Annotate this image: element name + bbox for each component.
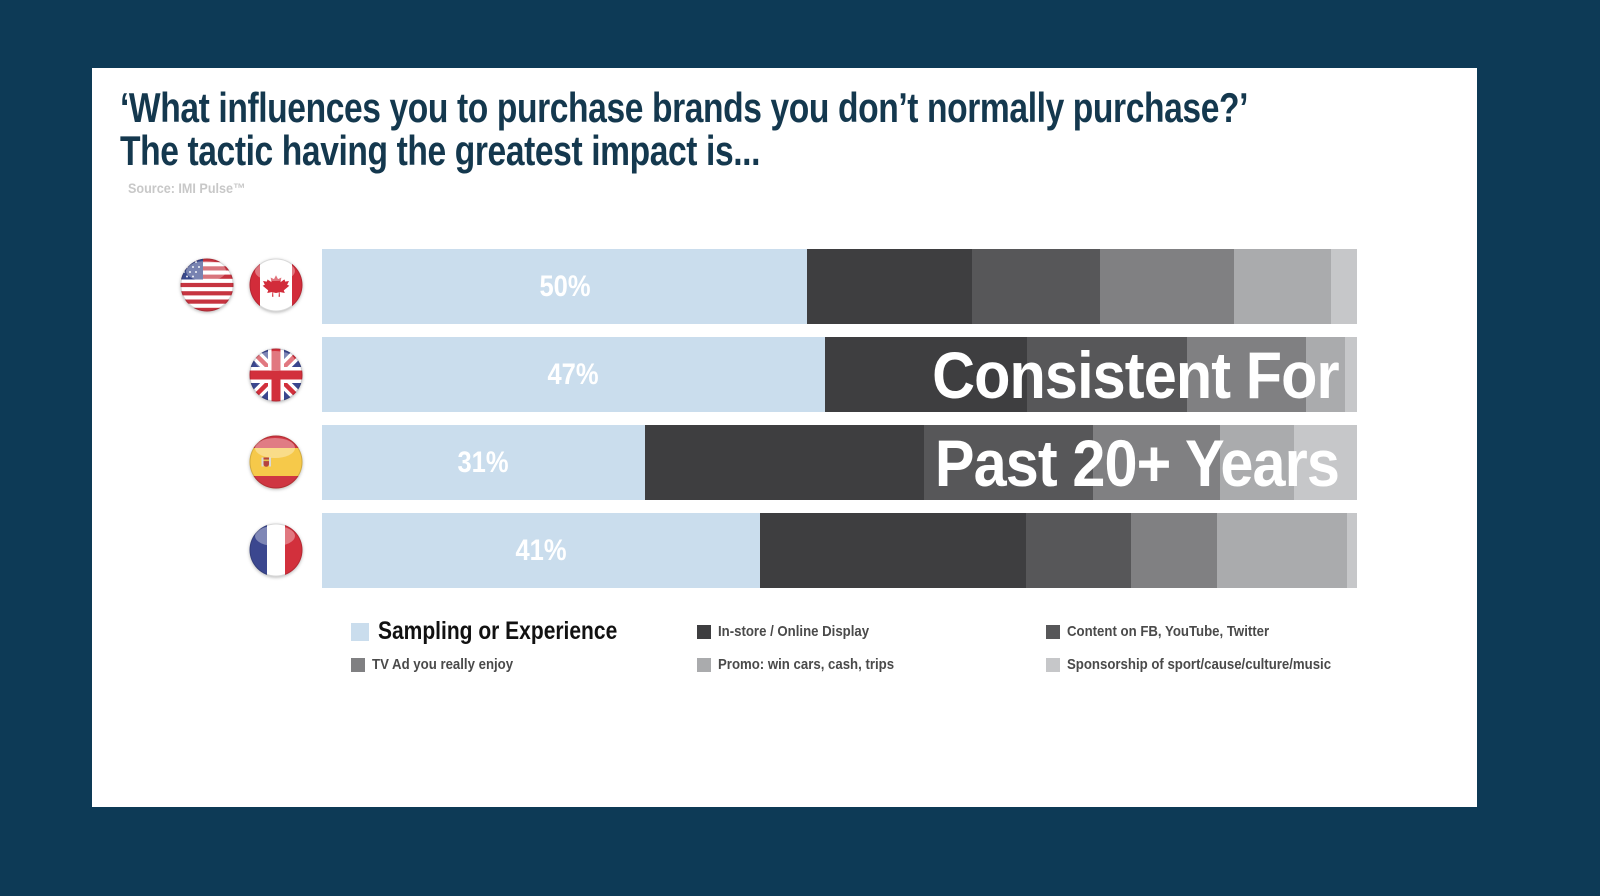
legend-item-promo: Promo: win cars, cash, trips <box>697 656 1046 673</box>
bar-segment: 47% <box>322 337 825 412</box>
legend-item-sampling-or-experience: Sampling or Experience <box>351 617 697 646</box>
legend-swatch-icon <box>697 624 711 639</box>
slide-card: ‘What influences you to purchase brands … <box>92 68 1477 807</box>
legend-item-in-store-online-display: In-store / Online Display <box>697 623 1046 640</box>
legend-item-sponsorship: Sponsorship of sport/cause/culture/music <box>1046 656 1367 673</box>
legend-item-content-fb-youtube-twitter: Content on FB, YouTube, Twitter <box>1046 623 1367 640</box>
bar-row-france: 41% <box>322 513 1357 588</box>
bar-segment <box>1331 249 1357 324</box>
bar-segment <box>1293 425 1357 500</box>
legend-swatch-icon <box>351 657 365 672</box>
legend-label: In-store / Online Display <box>718 623 870 640</box>
stacked-bar-chart: 50% Consistent For 47% Past 20+ Years 31… <box>322 249 1357 588</box>
bar-segment <box>644 425 925 500</box>
legend-label: TV Ad you really enjoy <box>372 656 514 673</box>
bar-segment <box>1233 249 1332 324</box>
france-flag-icon <box>249 523 303 577</box>
bar-value-label: 41% <box>515 533 567 567</box>
annotation-line-2: Past 20+ Years <box>934 425 1340 500</box>
bar-segment <box>1346 513 1357 588</box>
uk-flag-icon <box>249 348 303 402</box>
bar-segment <box>1187 337 1307 412</box>
canada-flag-icon <box>249 258 303 312</box>
page-title: ‘What influences you to purchase brands … <box>120 86 1530 172</box>
legend-label: Promo: win cars, cash, trips <box>718 656 895 673</box>
bar-segment <box>924 425 1094 500</box>
legend: Sampling or Experience In-store / Online… <box>351 617 1367 673</box>
bar-segment <box>807 249 972 324</box>
source-note: Source: IMI Pulse™ <box>128 180 246 196</box>
legend-swatch-icon <box>1046 624 1060 639</box>
bar-row-spain: Past 20+ Years 31% <box>322 425 1357 500</box>
title-line-1: ‘What influences you to purchase brands … <box>120 84 1249 131</box>
bar-segment <box>759 513 1026 588</box>
bar-segment <box>1306 337 1345 412</box>
legend-label: Sampling or Experience <box>378 617 618 645</box>
bar-segment: 31% <box>322 425 645 500</box>
legend-swatch-icon <box>1046 657 1060 672</box>
legend-label: Sponsorship of sport/cause/culture/music <box>1067 656 1332 673</box>
bar-value-label: 47% <box>547 357 600 391</box>
bar-row-usa-canada: 50% <box>322 249 1357 324</box>
bar-segment <box>1344 337 1357 412</box>
bar-segment: 50% <box>322 249 808 324</box>
bar-segment <box>1025 513 1132 588</box>
bar-row-uk: Consistent For 47% <box>322 337 1357 412</box>
usa-flag-icon <box>180 258 234 312</box>
bar-segment: 41% <box>322 513 760 588</box>
legend-swatch-icon <box>351 622 369 641</box>
bar-segment <box>1093 425 1221 500</box>
bar-segment <box>1220 425 1294 500</box>
spain-flag-icon <box>249 435 303 489</box>
bar-value-label: 50% <box>539 269 591 303</box>
bar-segment <box>825 337 1027 412</box>
bar-segment <box>1026 337 1188 412</box>
annotation-line-1: Consistent For <box>932 337 1339 412</box>
bar-segment <box>1217 513 1347 588</box>
bar-segment <box>1131 513 1218 588</box>
legend-swatch-icon <box>697 657 711 672</box>
bar-segment <box>971 249 1101 324</box>
title-line-2: The tactic having the greatest impact is… <box>120 127 761 174</box>
legend-item-tv-ad: TV Ad you really enjoy <box>351 656 697 673</box>
bar-value-label: 31% <box>457 445 509 479</box>
legend-label: Content on FB, YouTube, Twitter <box>1067 623 1270 640</box>
bar-segment <box>1100 249 1234 324</box>
